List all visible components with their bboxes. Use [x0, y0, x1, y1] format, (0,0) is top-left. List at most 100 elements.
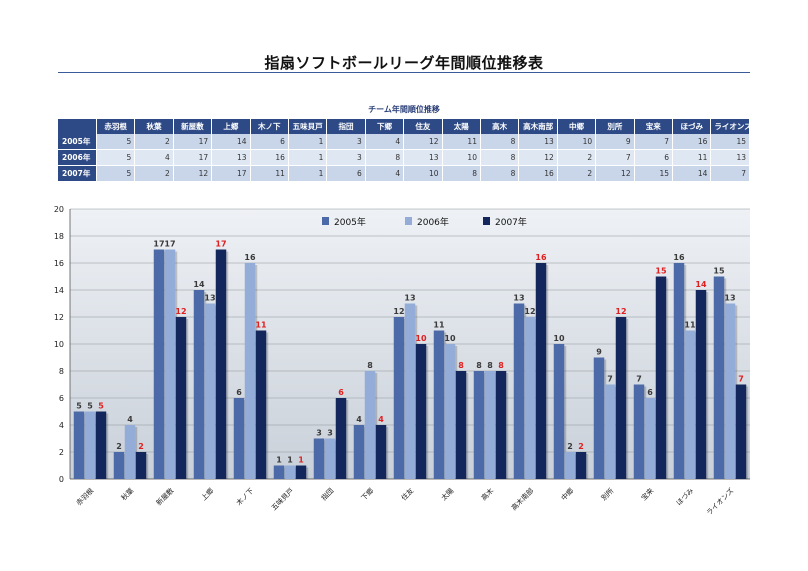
rank-table: 赤羽根 秋葉 新屋敷 上郷 木ノ下 五味貝戸 指団 下郷 住友 太陽 高木 高木南部 中郷 別所 宝来 ほづみ… [58, 119, 750, 182]
table-cell: 8 [365, 149, 405, 166]
data-label: 8 [367, 361, 373, 370]
data-label: 8 [498, 361, 504, 370]
data-label: 11 [433, 321, 445, 330]
data-label: 13 [404, 294, 415, 303]
bar [73, 411, 85, 479]
legend-swatch [322, 217, 329, 225]
table-column-header: 五味貝戸 [288, 119, 328, 134]
data-label: 4 [356, 415, 362, 424]
table-cell: 16 [518, 165, 558, 182]
table-cell: 5 [96, 134, 136, 150]
table-cell: 3 [326, 134, 366, 150]
table-column-header: 上郷 [211, 119, 251, 134]
data-label: 12 [615, 307, 626, 316]
bar [353, 425, 365, 479]
x-tick-label: 新屋敷 [154, 486, 175, 507]
data-label: 14 [193, 280, 205, 289]
table-cell: 8 [442, 165, 481, 182]
table-column-header: 赤羽根 [96, 119, 136, 134]
bar [633, 384, 645, 479]
table-column-header: 太陽 [442, 119, 481, 134]
data-label: 7 [738, 375, 744, 384]
table-cell: 9 [595, 134, 635, 150]
data-label: 2 [116, 442, 122, 451]
table-cell: 11 [672, 149, 712, 166]
bar [135, 452, 147, 479]
table-cell: 2 [134, 165, 174, 182]
table-cell: 10 [557, 134, 597, 150]
title-rule [58, 72, 750, 73]
y-tick-label: 12 [54, 313, 64, 322]
table-title: チーム年間順位推移 [368, 105, 440, 114]
table-cell: 6 [250, 134, 289, 150]
data-label: 9 [596, 348, 602, 357]
table-column-header: 中郷 [557, 119, 597, 134]
table-cell: 1 [288, 165, 328, 182]
table-row-label: 2006年 [58, 149, 97, 166]
data-label: 12 [524, 307, 535, 316]
data-label: 13 [513, 294, 524, 303]
y-tick-label: 14 [54, 286, 64, 295]
bar [484, 371, 496, 479]
table-cell: 10 [403, 165, 443, 182]
table-cell: 12 [518, 149, 558, 166]
data-label: 13 [204, 294, 215, 303]
table-cell: 13 [710, 149, 750, 166]
table-column-header: 住友 [403, 119, 443, 134]
data-label: 11 [255, 321, 267, 330]
data-label: 5 [76, 402, 82, 411]
data-label: 5 [98, 402, 104, 411]
data-label: 1 [287, 456, 293, 465]
bar [713, 276, 725, 479]
data-label: 16 [673, 253, 685, 262]
bar [204, 303, 216, 479]
bar [244, 263, 256, 479]
table-cell: 2 [134, 134, 174, 150]
bar [175, 317, 187, 479]
data-label: 14 [695, 280, 707, 289]
bar [553, 344, 565, 479]
table-cell: 8 [480, 149, 520, 166]
table-cell: 4 [365, 134, 405, 150]
data-label: 17 [164, 240, 175, 249]
bar [335, 398, 347, 479]
bar [255, 330, 267, 479]
data-label: 16 [244, 253, 256, 262]
bar [473, 371, 485, 479]
data-label: 5 [87, 402, 93, 411]
table-cell: 4 [365, 165, 405, 182]
x-tick-label: 別所 [599, 486, 615, 502]
data-label: 11 [684, 321, 696, 330]
table-cell: 12 [595, 165, 635, 182]
data-label: 15 [713, 267, 725, 276]
data-label: 10 [415, 334, 427, 343]
y-tick-label: 4 [59, 421, 64, 430]
x-tick-label: 太陽 [439, 486, 455, 502]
x-tick-label: 五味貝戸 [269, 486, 295, 512]
legend-label: 2006年 [417, 216, 449, 228]
bar [364, 371, 376, 479]
table-cell: 7 [634, 134, 674, 150]
y-tick-label: 10 [54, 340, 64, 349]
bar [724, 303, 736, 479]
table-cell: 1 [288, 149, 328, 166]
y-tick-label: 6 [59, 394, 64, 403]
data-label: 1 [298, 456, 304, 465]
table-header-row: 赤羽根 秋葉 新屋敷 上郷 木ノ下 五味貝戸 指団 下郷 住友 太陽 高木 高木南部 中郷 別所 宝来 ほづみ… [58, 119, 750, 134]
bar [575, 452, 587, 479]
table-cell: 13 [403, 149, 443, 166]
bar [284, 465, 296, 479]
table-cell: 6 [634, 149, 674, 166]
data-label: 2 [567, 442, 573, 451]
x-tick-label: 上郷 [199, 486, 215, 502]
data-label: 8 [476, 361, 482, 370]
data-label: 6 [647, 388, 653, 397]
table-row-label: 2005年 [58, 134, 97, 150]
bar [535, 263, 547, 479]
table-column-header: ライオンズ [710, 119, 750, 134]
bar [655, 276, 667, 479]
y-tick-label: 18 [54, 232, 64, 241]
table-cell: 14 [672, 165, 712, 182]
bar [513, 303, 525, 479]
